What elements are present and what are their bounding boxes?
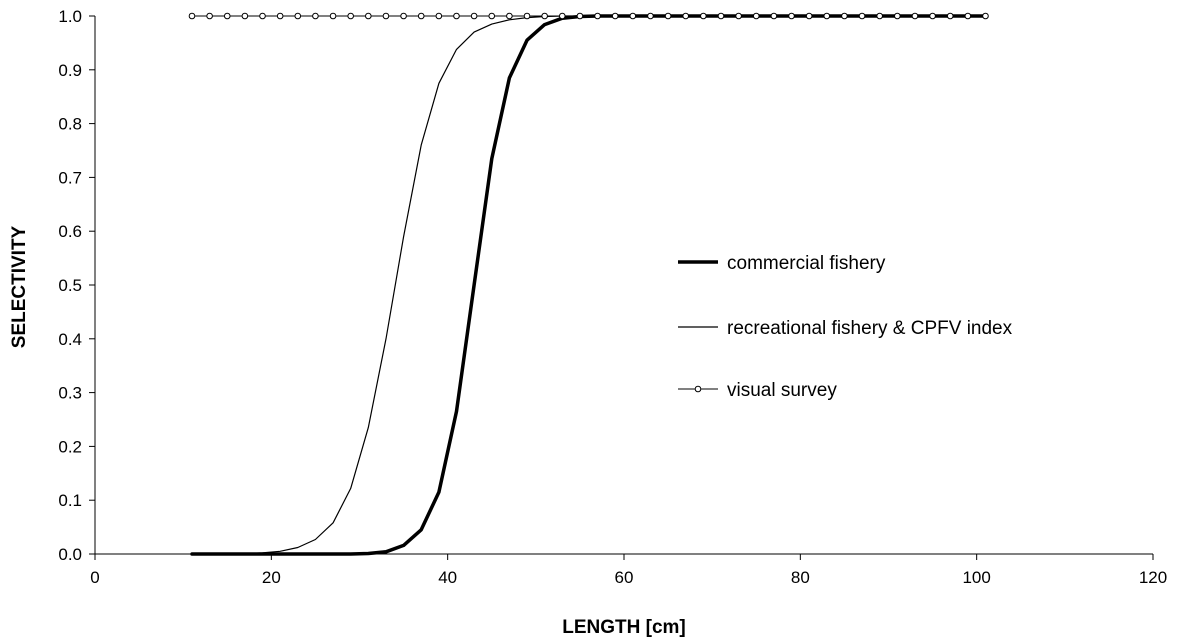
x-tick-label: 20 [262, 568, 281, 587]
data-point-visual-survey [717, 12, 725, 20]
data-point-visual-survey [982, 12, 989, 20]
data-point-visual-survey [964, 12, 972, 20]
x-tick-label: 100 [962, 568, 990, 587]
data-point-visual-survey [911, 12, 919, 20]
y-tick-label: 0.1 [58, 491, 82, 510]
data-point-visual-survey [682, 12, 690, 20]
data-point-visual-survey [382, 12, 390, 20]
series-line-recreational-fishery-cpfv-index [191, 15, 987, 555]
data-point-visual-survey [929, 12, 936, 20]
legend-label-recreational-fishery-cpfv-index: recreational fishery & CPFV index [727, 318, 1013, 339]
y-tick-label: 0.2 [58, 437, 82, 456]
data-point-visual-survey [206, 12, 213, 20]
x-tick-label: 60 [615, 568, 634, 587]
data-point-visual-survey [805, 12, 813, 20]
legend-label-visual-survey: visual survey [727, 380, 837, 401]
data-point-visual-survey [664, 12, 672, 20]
data-point-visual-survey [700, 12, 707, 20]
y-tick-label: 1.0 [58, 7, 82, 26]
data-point-visual-survey [312, 12, 319, 20]
y-axis-title: SELECTIVITY [9, 225, 30, 348]
data-point-visual-survey [735, 12, 742, 20]
data-point-visual-survey [453, 12, 460, 20]
data-point-visual-survey [823, 12, 831, 20]
legend-marker-visual-survey [694, 385, 702, 393]
data-point-visual-survey [576, 12, 584, 20]
y-tick-label: 0.7 [58, 168, 82, 187]
data-point-visual-survey [435, 12, 443, 20]
axes: 0.0 0.1 0.2 0.3 0.4 0.5 0.6 0.7 0.8 0.9 1.0 0 20 40 60… [58, 7, 1167, 587]
data-point-visual-survey [594, 12, 601, 20]
y-tick-label: 0.9 [58, 61, 82, 80]
y-tick-label: 0.5 [58, 276, 82, 295]
data-point-visual-survey [347, 12, 354, 20]
y-tick-label: 0.3 [58, 384, 82, 403]
data-point-visual-survey [647, 12, 654, 20]
data-point-visual-survey [788, 12, 795, 20]
data-point-visual-survey [541, 12, 548, 20]
data-point-visual-survey [752, 12, 760, 20]
data-point-visual-survey [365, 12, 372, 20]
data-point-visual-survey [400, 12, 407, 20]
data-point-visual-survey [611, 12, 619, 20]
data-point-visual-survey [223, 12, 231, 20]
data-point-visual-survey [488, 12, 496, 20]
data-point-visual-survey [276, 12, 284, 20]
legend-label-commercial-fishery: commercial fishery [727, 253, 886, 274]
x-axis-title: LENGTH [cm] [562, 617, 686, 638]
data-point-visual-survey [470, 12, 478, 20]
data-point-visual-survey [523, 12, 531, 20]
data-point-visual-survey [259, 12, 266, 20]
y-tick-label: 0.6 [58, 222, 82, 241]
data-point-visual-survey [294, 12, 302, 20]
y-tick-label: 0.0 [58, 545, 82, 564]
x-tick-label: 120 [1139, 568, 1167, 587]
data-point-visual-survey [876, 12, 883, 20]
x-tick-label: 40 [438, 568, 457, 587]
data-point-visual-survey [417, 12, 425, 20]
data-point-visual-survey [858, 12, 866, 20]
series-line-commercial-fishery [190, 14, 988, 556]
x-tick-label: 0 [90, 568, 99, 587]
data-point-visual-survey [188, 12, 196, 20]
data-point-visual-survey [241, 12, 249, 20]
legend: commercial fishery recreational fishery &… [678, 253, 1013, 401]
y-tick-label: 0.8 [58, 115, 82, 134]
series-layer [188, 12, 989, 556]
data-point-visual-survey [506, 12, 513, 20]
data-point-visual-survey [558, 12, 566, 20]
data-point-visual-survey [841, 12, 848, 20]
data-point-visual-survey [329, 12, 337, 20]
data-point-visual-survey [629, 12, 637, 20]
data-point-visual-survey [946, 12, 954, 20]
x-tick-label: 80 [791, 568, 810, 587]
y-tick-label: 0.4 [58, 330, 82, 349]
data-point-visual-survey [894, 12, 901, 20]
data-point-visual-survey [770, 12, 778, 20]
